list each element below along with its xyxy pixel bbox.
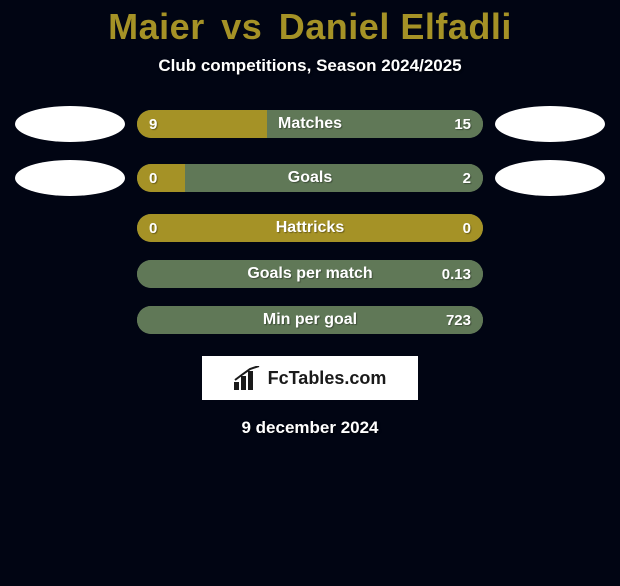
stat-bar: 915Matches (137, 110, 483, 138)
title-player-2: Daniel Elfadli (279, 6, 512, 47)
stat-label: Goals per match (137, 260, 483, 288)
team-badge-left (15, 106, 125, 142)
stat-bar: 00Hattricks (137, 214, 483, 242)
team-badge-left (15, 160, 125, 196)
stat-row: 0.13Goals per match (0, 260, 620, 288)
stat-label: Goals (137, 164, 483, 192)
stat-row: 915Matches (0, 106, 620, 142)
stat-label: Matches (137, 110, 483, 138)
stat-bar: 02Goals (137, 164, 483, 192)
stat-row: 02Goals (0, 160, 620, 196)
bars-icon (234, 366, 262, 390)
team-badge-right (495, 106, 605, 142)
stat-row: 723Min per goal (0, 306, 620, 334)
stat-bar: 723Min per goal (137, 306, 483, 334)
stat-label: Hattricks (137, 214, 483, 242)
fctables-text: FcTables.com (268, 368, 387, 389)
title-vs: vs (221, 6, 262, 47)
page-title: Maier vs Daniel Elfadli (0, 6, 620, 48)
stat-row: 00Hattricks (0, 214, 620, 242)
date-text: 9 december 2024 (0, 418, 620, 438)
title-player-1: Maier (108, 6, 205, 47)
stat-label: Min per goal (137, 306, 483, 334)
fctables-watermark: FcTables.com (202, 356, 418, 400)
team-badge-right (495, 160, 605, 196)
stat-bar: 0.13Goals per match (137, 260, 483, 288)
stats-container: 915Matches 02Goals 00Hattricks 0.13Goals pe… (0, 106, 620, 334)
subtitle: Club competitions, Season 2024/2025 (0, 56, 620, 76)
